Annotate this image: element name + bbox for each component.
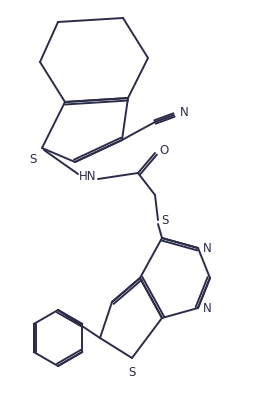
Text: S: S <box>30 153 37 166</box>
Text: N: N <box>203 242 212 254</box>
Text: S: S <box>161 214 168 226</box>
Text: HN: HN <box>79 170 97 184</box>
Text: S: S <box>128 366 136 379</box>
Text: O: O <box>159 144 168 158</box>
Text: N: N <box>203 302 212 314</box>
Text: N: N <box>180 106 189 120</box>
